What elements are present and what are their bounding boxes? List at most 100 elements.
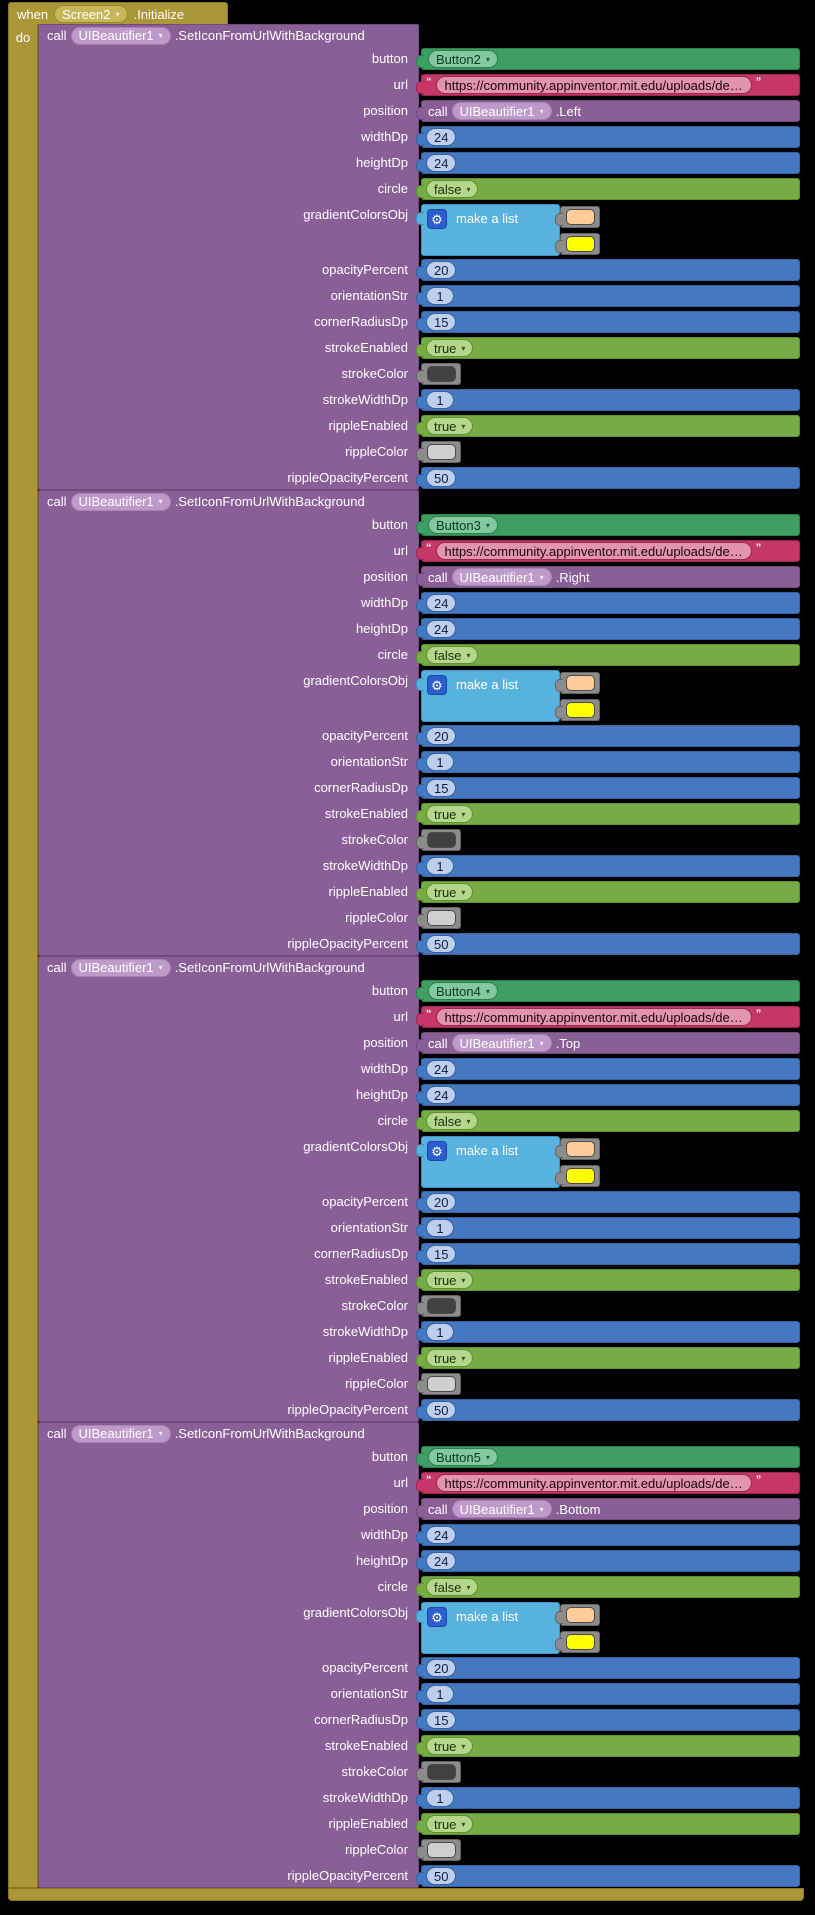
strokecolor-swatch[interactable] (426, 832, 456, 848)
opacitypercent-value[interactable]: 20 (426, 727, 457, 745)
heightdp-number-block[interactable]: 24 (416, 1550, 800, 1572)
uibeautifier-dropdown[interactable]: UIBeautifier1 (70, 1424, 171, 1443)
uibeautifier-dropdown[interactable]: UIBeautifier1 (451, 1034, 552, 1052)
make-a-list-block[interactable]: ⚙ make a list (416, 670, 600, 722)
rippleopacitypercent-number-block[interactable]: 50 (416, 1399, 800, 1421)
orientationstr-value[interactable]: 1 (426, 1685, 454, 1703)
rippleenabled-dropdown[interactable]: true (426, 883, 474, 901)
widthdp-number-block[interactable]: 24 (416, 126, 800, 148)
url-text-field[interactable]: https://community.appinventor.mit.edu/up… (435, 1474, 752, 1492)
widthdp-value[interactable]: 24 (426, 1060, 457, 1078)
position-call-block[interactable]: call UIBeautifier1 .Top (416, 1032, 800, 1054)
circle-logic-block[interactable]: false (416, 1576, 800, 1598)
button-dropdown[interactable]: Button3 (428, 516, 498, 534)
cornerradiusdp-number-block[interactable]: 15 (416, 777, 800, 799)
uibeautifier-dropdown[interactable]: UIBeautifier1 (70, 958, 171, 977)
button-dropdown[interactable]: Button2 (428, 50, 498, 68)
orientationstr-number-block[interactable]: 1 (416, 1217, 800, 1239)
strokeenabled-logic-block[interactable]: true (416, 1269, 800, 1291)
widthdp-value[interactable]: 24 (426, 128, 457, 146)
screen-component-dropdown[interactable]: Screen2 (54, 5, 128, 23)
rippleopacitypercent-value[interactable]: 50 (426, 1867, 457, 1885)
color-swatch-yellow[interactable] (565, 236, 595, 252)
url-text-block[interactable]: “ https://community.appinventor.mit.edu/… (416, 74, 800, 96)
strokewidthdp-number-block[interactable]: 1 (416, 855, 800, 877)
rippleenabled-dropdown[interactable]: true (426, 417, 474, 435)
button-dropdown[interactable]: Button4 (428, 982, 498, 1000)
ripplecolor-block[interactable] (416, 907, 461, 929)
strokecolor-swatch[interactable] (426, 1298, 456, 1314)
widthdp-value[interactable]: 24 (426, 1526, 457, 1544)
uibeautifier-dropdown[interactable]: UIBeautifier1 (451, 1500, 552, 1518)
mutator-gear-icon[interactable]: ⚙ (427, 1141, 447, 1161)
orientationstr-value[interactable]: 1 (426, 287, 454, 305)
when-block-bottom-bar[interactable] (8, 1888, 804, 1901)
strokewidthdp-number-block[interactable]: 1 (416, 1321, 800, 1343)
rippleopacitypercent-number-block[interactable]: 50 (416, 467, 800, 489)
orientationstr-number-block[interactable]: 1 (416, 1683, 800, 1705)
opacitypercent-number-block[interactable]: 20 (416, 259, 800, 281)
color-swatch-peach[interactable] (565, 1141, 595, 1157)
cornerradiusdp-number-block[interactable]: 15 (416, 1243, 800, 1265)
opacitypercent-number-block[interactable]: 20 (416, 1191, 800, 1213)
strokeenabled-dropdown[interactable]: true (426, 1737, 474, 1755)
url-text-block[interactable]: “ https://community.appinventor.mit.edu/… (416, 1006, 800, 1028)
ripplecolor-swatch[interactable] (426, 1842, 456, 1858)
heightdp-value[interactable]: 24 (426, 1552, 457, 1570)
when-event-block-header[interactable]: when Screen2 .Initialize (8, 2, 228, 26)
circle-dropdown[interactable]: false (426, 1578, 479, 1596)
orientationstr-value[interactable]: 1 (426, 753, 454, 771)
make-a-list-block[interactable]: ⚙ make a list (416, 1136, 600, 1188)
uibeautifier-dropdown[interactable]: UIBeautifier1 (70, 26, 171, 45)
position-call-block[interactable]: call UIBeautifier1 .Bottom (416, 1498, 800, 1520)
opacitypercent-value[interactable]: 20 (426, 1193, 457, 1211)
heightdp-value[interactable]: 24 (426, 1086, 457, 1104)
button-component-block[interactable]: Button4 (416, 980, 800, 1002)
color-swatch-yellow[interactable] (565, 1168, 595, 1184)
rippleopacitypercent-number-block[interactable]: 50 (416, 1865, 800, 1887)
ripplecolor-block[interactable] (416, 1373, 461, 1395)
rippleopacitypercent-value[interactable]: 50 (426, 469, 457, 487)
make-a-list-block[interactable]: ⚙ make a list (416, 204, 600, 256)
circle-dropdown[interactable]: false (426, 1112, 479, 1130)
strokecolor-block[interactable] (416, 1295, 461, 1317)
uibeautifier-dropdown[interactable]: UIBeautifier1 (451, 568, 552, 586)
url-text-block[interactable]: “ https://community.appinventor.mit.edu/… (416, 540, 800, 562)
cornerradiusdp-value[interactable]: 15 (426, 1245, 457, 1263)
heightdp-value[interactable]: 24 (426, 620, 457, 638)
widthdp-value[interactable]: 24 (426, 594, 457, 612)
opacitypercent-value[interactable]: 20 (426, 261, 457, 279)
heightdp-value[interactable]: 24 (426, 154, 457, 172)
url-text-field[interactable]: https://community.appinventor.mit.edu/up… (435, 1008, 752, 1026)
call-seticon-block[interactable]: call UIBeautifier1 .SetIconFromUrlWithBa… (38, 956, 800, 1422)
cornerradiusdp-value[interactable]: 15 (426, 313, 457, 331)
rippleenabled-dropdown[interactable]: true (426, 1349, 474, 1367)
circle-logic-block[interactable]: false (416, 644, 800, 666)
color-swatch-peach[interactable] (565, 209, 595, 225)
strokeenabled-dropdown[interactable]: true (426, 339, 474, 357)
position-call-block[interactable]: call UIBeautifier1 .Right (416, 566, 800, 588)
circle-logic-block[interactable]: false (416, 178, 800, 200)
url-text-block[interactable]: “ https://community.appinventor.mit.edu/… (416, 1472, 800, 1494)
color-block-2[interactable] (555, 1165, 600, 1187)
ripplecolor-swatch[interactable] (426, 1376, 456, 1392)
color-block-1[interactable] (555, 1138, 600, 1160)
widthdp-number-block[interactable]: 24 (416, 1058, 800, 1080)
circle-dropdown[interactable]: false (426, 180, 479, 198)
mutator-gear-icon[interactable]: ⚙ (427, 209, 447, 229)
heightdp-number-block[interactable]: 24 (416, 618, 800, 640)
button-component-block[interactable]: Button3 (416, 514, 800, 536)
color-block-1[interactable] (555, 1604, 600, 1626)
strokewidthdp-value[interactable]: 1 (426, 1323, 454, 1341)
position-call-block[interactable]: call UIBeautifier1 .Left (416, 100, 800, 122)
cornerradiusdp-number-block[interactable]: 15 (416, 1709, 800, 1731)
color-block-2[interactable] (555, 233, 600, 255)
rippleopacitypercent-value[interactable]: 50 (426, 1401, 457, 1419)
do-slot-spine[interactable]: do (8, 24, 38, 1888)
color-block-2[interactable] (555, 1631, 600, 1653)
make-a-list-block[interactable]: ⚙ make a list (416, 1602, 600, 1654)
opacitypercent-number-block[interactable]: 20 (416, 725, 800, 747)
button-component-block[interactable]: Button2 (416, 48, 800, 70)
uibeautifier-dropdown[interactable]: UIBeautifier1 (70, 492, 171, 511)
color-swatch-yellow[interactable] (565, 1634, 595, 1650)
